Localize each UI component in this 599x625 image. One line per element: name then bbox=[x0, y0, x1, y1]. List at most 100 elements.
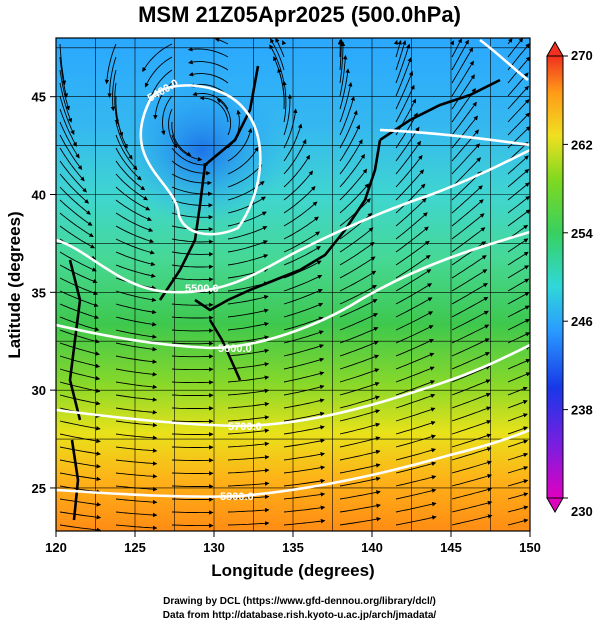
streamline bbox=[283, 452, 326, 461]
streamline bbox=[339, 381, 380, 396]
x-tick-label: 150 bbox=[519, 540, 541, 555]
streamline bbox=[451, 115, 478, 149]
streamline bbox=[451, 157, 482, 188]
streamline bbox=[115, 368, 158, 377]
streamline bbox=[227, 254, 269, 266]
streamline bbox=[339, 227, 374, 253]
streamline bbox=[227, 164, 263, 188]
streamline bbox=[339, 327, 379, 344]
streamline bbox=[59, 459, 101, 469]
streamline bbox=[283, 231, 321, 253]
streamline bbox=[161, 95, 173, 136]
y-tick-label: 30 bbox=[32, 383, 46, 398]
streamline bbox=[110, 69, 117, 112]
streamline bbox=[115, 160, 146, 191]
y-tick-label: 45 bbox=[32, 90, 46, 105]
streamline bbox=[283, 186, 316, 214]
streamline bbox=[395, 183, 426, 214]
streamline bbox=[395, 420, 436, 435]
streamline bbox=[451, 310, 489, 331]
x-tick-label: 140 bbox=[361, 540, 383, 555]
streamline bbox=[277, 68, 285, 110]
streamline bbox=[171, 264, 214, 270]
streamline bbox=[451, 213, 485, 240]
streamline bbox=[507, 318, 530, 331]
streamline bbox=[115, 121, 133, 160]
streamline bbox=[451, 269, 488, 292]
streamline bbox=[451, 296, 489, 318]
streamline bbox=[115, 381, 158, 390]
colorbar-tick-label: 262 bbox=[571, 137, 593, 152]
streamline bbox=[395, 226, 429, 253]
streamline bbox=[59, 381, 101, 393]
streamline bbox=[114, 82, 119, 125]
streamline bbox=[339, 436, 381, 448]
streamline bbox=[171, 328, 214, 333]
x-tick-label: 120 bbox=[45, 540, 67, 555]
streamline bbox=[115, 511, 158, 518]
streamline bbox=[283, 216, 319, 240]
streamline bbox=[115, 420, 158, 428]
streamline bbox=[283, 465, 326, 474]
streamline bbox=[115, 459, 158, 466]
contour-label-5600: 5600.0 bbox=[218, 343, 252, 355]
streamline bbox=[227, 507, 270, 513]
y-axis-title: Latitude (degrees) bbox=[5, 211, 24, 358]
streamline bbox=[339, 183, 370, 214]
colorbar-bottom-arrow bbox=[546, 497, 564, 514]
streamline bbox=[227, 240, 268, 253]
streamline bbox=[507, 505, 529, 513]
streamline bbox=[59, 316, 100, 332]
streamline bbox=[507, 372, 530, 383]
x-tick-label: 145 bbox=[440, 540, 462, 555]
streamline bbox=[507, 492, 529, 500]
streamline bbox=[282, 80, 287, 123]
streamline bbox=[339, 270, 377, 292]
streamline bbox=[227, 468, 270, 474]
streamline bbox=[59, 511, 102, 520]
streamline bbox=[168, 108, 178, 149]
streamline bbox=[339, 68, 350, 110]
streamline bbox=[339, 256, 376, 279]
streamline bbox=[283, 154, 310, 188]
streamline bbox=[171, 251, 214, 257]
streamline bbox=[395, 212, 428, 240]
streamline bbox=[507, 386, 528, 396]
streamline bbox=[507, 332, 530, 344]
streamline bbox=[142, 43, 173, 73]
streamline bbox=[171, 121, 192, 156]
streamline bbox=[339, 153, 366, 188]
streamline bbox=[59, 56, 69, 98]
streamline bbox=[115, 485, 158, 492]
streamline bbox=[227, 348, 270, 357]
streamline bbox=[171, 510, 214, 515]
streamline bbox=[507, 38, 513, 45]
streamline bbox=[171, 445, 214, 450]
streamline bbox=[171, 432, 214, 437]
streamline bbox=[507, 168, 530, 188]
streamline bbox=[283, 330, 324, 344]
streamline bbox=[339, 516, 382, 526]
streamline bbox=[115, 472, 158, 479]
streamline bbox=[59, 82, 73, 123]
contour-5600 bbox=[56, 230, 530, 350]
streamline bbox=[395, 283, 433, 305]
streamline bbox=[283, 384, 325, 396]
streamline bbox=[227, 521, 270, 526]
streamline bbox=[214, 38, 229, 45]
streamline bbox=[115, 173, 149, 201]
streamline bbox=[395, 57, 412, 97]
streamline bbox=[507, 265, 530, 279]
streamline bbox=[395, 140, 422, 175]
streamline bbox=[395, 380, 435, 396]
streamline bbox=[395, 155, 423, 188]
streamline bbox=[339, 54, 348, 97]
streamline bbox=[451, 199, 484, 227]
streamline bbox=[451, 39, 469, 71]
streamline bbox=[283, 518, 326, 526]
streamline bbox=[227, 180, 265, 201]
streamline bbox=[283, 371, 325, 383]
contour-5400 bbox=[139, 84, 262, 236]
streamline bbox=[395, 461, 437, 474]
streamline bbox=[171, 186, 213, 197]
